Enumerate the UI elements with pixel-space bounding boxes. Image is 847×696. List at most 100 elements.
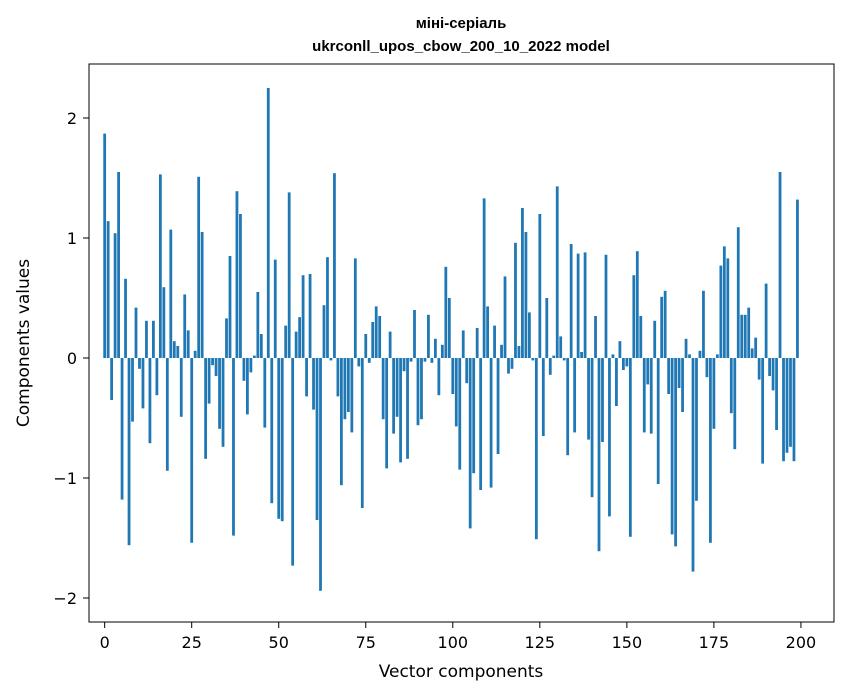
bar	[287, 192, 291, 358]
bar	[152, 320, 155, 358]
bar	[642, 358, 646, 433]
bar	[729, 358, 733, 414]
bar	[750, 348, 754, 358]
bar	[674, 358, 677, 547]
bar	[106, 221, 110, 358]
bar	[656, 358, 660, 484]
bar	[496, 358, 500, 454]
bar	[615, 358, 618, 406]
bar	[378, 316, 382, 358]
bar	[740, 314, 744, 358]
bar	[705, 358, 709, 378]
bar	[743, 314, 747, 358]
bar	[712, 358, 716, 429]
x-tick-label: 125	[525, 633, 556, 652]
bar	[193, 350, 197, 358]
bar	[277, 358, 281, 519]
bar	[440, 344, 444, 358]
bar	[399, 358, 402, 463]
bar	[371, 322, 375, 358]
y-tick-label: 1	[67, 229, 77, 248]
bar	[113, 233, 117, 358]
bar	[569, 244, 573, 358]
bar	[503, 276, 507, 358]
bar	[406, 358, 409, 459]
bar	[364, 334, 368, 358]
y-tick-label: −2	[53, 589, 77, 608]
bar	[566, 358, 570, 456]
bar	[266, 88, 270, 358]
bar	[427, 314, 430, 358]
bar	[134, 307, 138, 358]
bar	[263, 358, 267, 428]
bar	[211, 358, 214, 366]
bar	[451, 358, 455, 394]
bar	[120, 358, 124, 500]
bar	[468, 358, 472, 529]
bar	[507, 358, 510, 374]
bar	[601, 358, 604, 442]
bar	[336, 358, 340, 397]
bar	[162, 287, 166, 358]
bar	[475, 328, 479, 358]
bar	[315, 358, 319, 520]
bar	[367, 358, 371, 363]
bar	[176, 346, 180, 358]
bar	[555, 186, 559, 358]
bar	[632, 275, 636, 358]
bar	[785, 358, 789, 453]
y-tick-label: 2	[67, 109, 77, 128]
bar	[186, 330, 190, 358]
x-tick-label: 25	[182, 633, 202, 652]
bar	[691, 358, 695, 572]
bar	[319, 358, 322, 591]
bar	[353, 258, 357, 358]
bar	[715, 354, 719, 358]
x-axis-ticks: 0 25 50 75 100 125 150 175 200	[100, 622, 817, 652]
bar	[677, 358, 681, 388]
bar	[562, 358, 566, 361]
bar	[183, 294, 187, 358]
bar	[472, 358, 476, 474]
bar	[301, 275, 305, 358]
bar	[534, 358, 538, 540]
bar	[284, 325, 288, 358]
bar	[628, 358, 632, 537]
chart-title-line2: ukrconll_upos_cbow_200_10_2022 model	[312, 38, 610, 55]
bar	[433, 338, 437, 358]
bar	[228, 256, 232, 358]
x-tick-label: 200	[786, 633, 817, 652]
bar	[747, 307, 751, 358]
bar	[670, 358, 674, 535]
bar	[663, 290, 667, 358]
bar	[218, 358, 221, 429]
bar	[583, 252, 587, 358]
bar	[117, 172, 120, 358]
bar	[608, 358, 611, 517]
bar	[778, 172, 782, 358]
y-tick-label: 0	[67, 349, 77, 368]
x-tick-label: 75	[356, 633, 376, 652]
bar	[465, 358, 469, 384]
bar	[357, 358, 361, 367]
bar	[552, 355, 556, 358]
bar	[667, 358, 671, 394]
bar	[155, 358, 159, 396]
bar	[527, 312, 531, 358]
bar	[333, 173, 336, 358]
bar	[524, 232, 528, 358]
bar	[329, 358, 333, 361]
bar	[249, 358, 253, 373]
bar	[757, 358, 761, 380]
bars-group	[103, 88, 799, 591]
bar	[280, 358, 284, 522]
bar	[423, 358, 427, 362]
bar	[235, 191, 239, 358]
bar	[158, 174, 162, 358]
bar	[775, 358, 778, 430]
bar	[548, 358, 552, 375]
bar	[197, 176, 201, 358]
plot-frame	[88, 63, 835, 623]
bar	[635, 251, 639, 358]
bar	[702, 290, 705, 358]
